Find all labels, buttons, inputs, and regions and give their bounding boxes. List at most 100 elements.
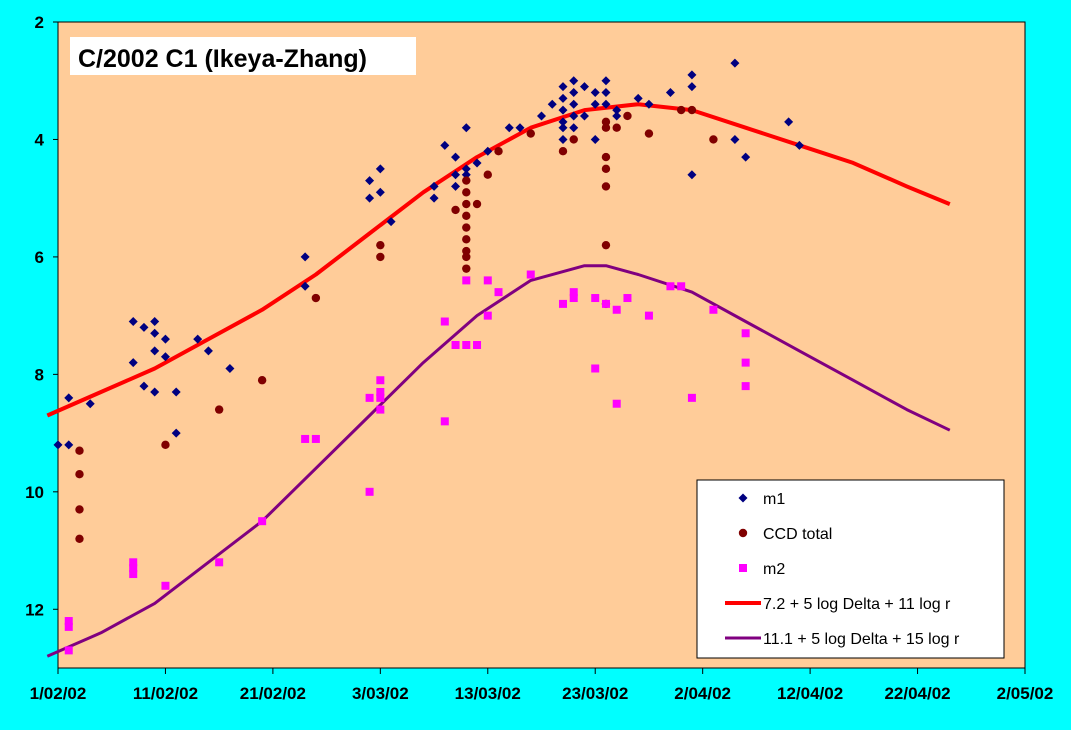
m2-point [741, 329, 750, 338]
m2-point [591, 294, 600, 303]
ccd-point [376, 240, 385, 250]
m2-point [440, 317, 449, 326]
m1-point [579, 82, 589, 92]
m1-point [472, 158, 482, 168]
m2-point [161, 581, 170, 590]
ccd-point [483, 170, 492, 179]
m1-point [558, 82, 568, 92]
m1-point [386, 217, 396, 227]
m2-point [483, 276, 492, 285]
m1-point [461, 164, 471, 174]
m2-point [129, 570, 138, 579]
legend-marker-1 [738, 528, 748, 538]
m1-point [375, 164, 385, 174]
ccd-point [601, 123, 611, 132]
m2-point [258, 517, 267, 526]
m2-point [558, 299, 567, 308]
ccd-point [558, 147, 568, 156]
m1-point [150, 317, 160, 327]
m1-point [451, 152, 461, 162]
ccd-point [75, 505, 84, 514]
m1-point [440, 140, 450, 150]
x-tick-label: 22/04/02 [884, 684, 950, 703]
ccd-point [214, 405, 224, 414]
m2-point [677, 282, 686, 291]
legend-marker-0 [738, 493, 748, 503]
m1-point [687, 170, 697, 180]
m1-point [590, 87, 600, 97]
m2-point [494, 288, 503, 297]
m1-point [365, 176, 375, 186]
x-tick-label: 2/05/02 [997, 684, 1054, 703]
m1-point [569, 87, 579, 97]
m2-point [612, 305, 621, 314]
y-tick-label: 4 [35, 130, 45, 149]
m1-point [429, 193, 439, 203]
legend-label: 11.1 + 5 log Delta + 15 log r [763, 631, 960, 648]
m1-point [665, 87, 675, 97]
m1-point [537, 111, 546, 121]
m1-point [741, 152, 751, 162]
m1-point [139, 322, 149, 332]
m1-point [569, 111, 579, 121]
ccd-point [462, 188, 471, 197]
m2-point [601, 299, 610, 308]
ccd-point [451, 205, 460, 215]
m2-point [365, 487, 374, 496]
m1-point [128, 317, 138, 327]
m1-point [547, 99, 557, 109]
legend-label: CCD total [763, 526, 832, 543]
m1-point [794, 140, 804, 150]
ccd-point [644, 129, 654, 138]
ccd-point [709, 135, 718, 144]
ccd-point [462, 246, 471, 256]
m2-point [473, 341, 482, 349]
m1-point [784, 117, 794, 127]
m1-point [64, 440, 74, 450]
ccd-point [75, 534, 84, 543]
chart-title: C/2002 C1 (Ikeya-Zhang) [78, 45, 367, 73]
m2-point [462, 276, 471, 285]
ccd-point [257, 376, 267, 385]
m1-point [193, 334, 203, 344]
x-tick-label: 12/04/02 [777, 684, 843, 703]
m1-point [590, 99, 600, 109]
x-tick-label: 2/04/02 [674, 684, 731, 703]
ccd-point [676, 105, 686, 115]
m1-point [504, 123, 514, 133]
m2-point [129, 558, 138, 567]
y-tick-label: 2 [35, 13, 44, 32]
m1-point [601, 76, 611, 86]
m2-point [462, 341, 471, 349]
ccd-point [472, 199, 482, 209]
m2-point [483, 311, 492, 320]
ccd-point [601, 182, 611, 191]
m1-point [515, 123, 525, 133]
m2-point [376, 393, 385, 402]
legend-marker-2 [739, 564, 747, 572]
m2-point [569, 294, 578, 303]
m1-point [569, 123, 579, 133]
m1-point [300, 252, 310, 262]
ccd-point [161, 440, 170, 450]
m2-point [376, 387, 385, 396]
ccd-point [569, 135, 578, 144]
m1-point [461, 123, 471, 133]
m2-point [451, 341, 460, 349]
ccd-point [462, 199, 471, 209]
m1-point [558, 134, 568, 144]
m2-point [129, 564, 138, 573]
ccd-point [462, 264, 471, 273]
m1-point [139, 381, 149, 391]
ccd-point [601, 164, 611, 174]
ccd-point [376, 252, 385, 262]
m1-point [612, 111, 622, 121]
m1-point [687, 82, 697, 92]
y-tick-label: 6 [35, 248, 44, 267]
x-tick-label: 1/02/02 [30, 684, 87, 703]
m2-point [687, 393, 696, 402]
ccd-point [601, 240, 611, 250]
ccd-point [462, 176, 471, 185]
m1-point [160, 334, 170, 344]
m1-point [375, 187, 385, 197]
